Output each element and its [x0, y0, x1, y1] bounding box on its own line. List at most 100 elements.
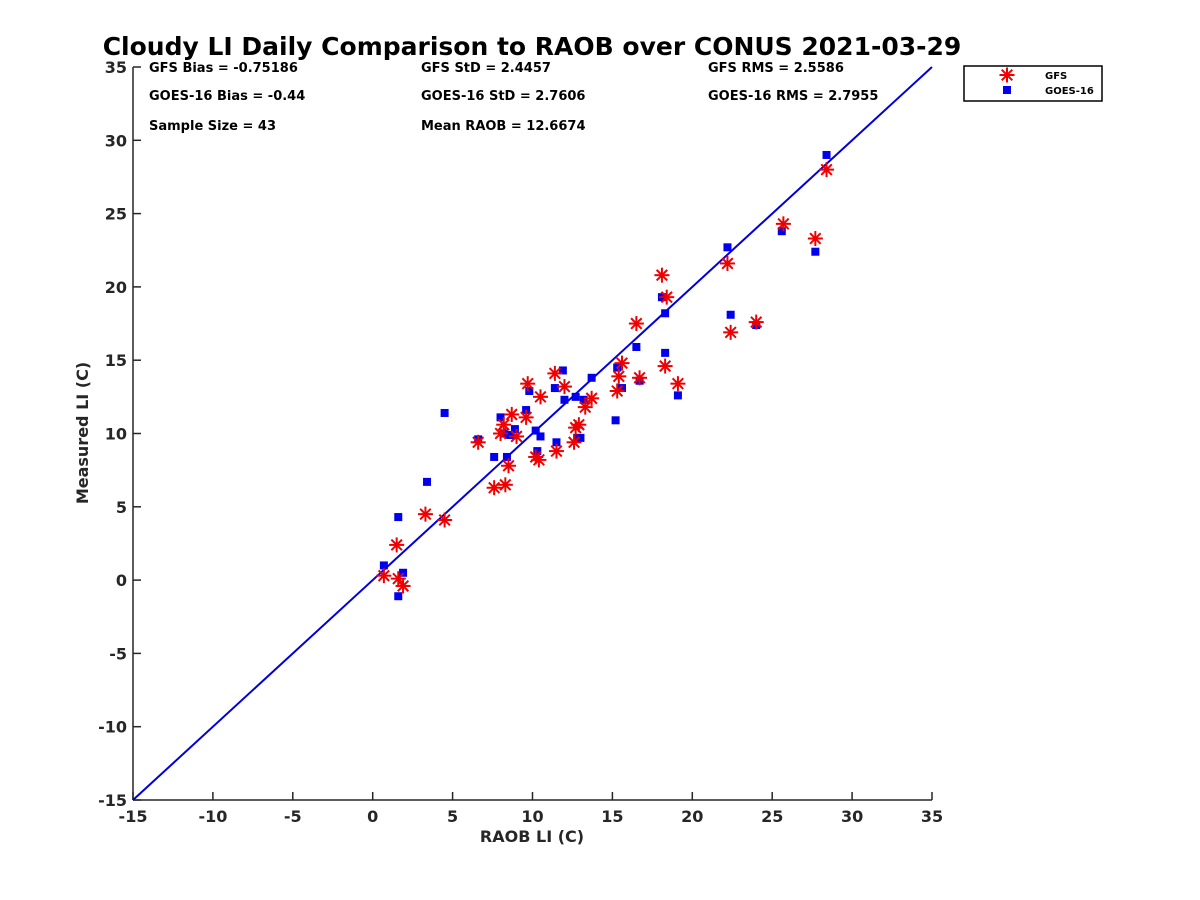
gfs-point — [417, 506, 433, 522]
goes16-point — [394, 513, 403, 522]
goes16-point — [579, 395, 588, 404]
gfs-point — [548, 443, 564, 459]
gfs-point — [632, 370, 648, 386]
goes16-point — [536, 432, 545, 441]
x-tick-label: 15 — [601, 807, 623, 826]
gfs-point — [657, 358, 673, 374]
stat-sample-size: Sample Size = 43 — [149, 119, 276, 134]
gfs-point — [614, 355, 630, 371]
stat-gfs-bias: GFS Bias = -0.75186 — [149, 61, 298, 76]
gfs-point — [556, 379, 572, 395]
axes: -15 -10 -5 0 5 10 15 20 25 30 35 -15 -10 -5 0 5 10 15 20 25… — [98, 58, 943, 826]
goes16-point — [558, 366, 567, 375]
gfs-point — [518, 409, 534, 425]
gfs-point — [437, 512, 453, 528]
goes16-point — [394, 592, 403, 601]
legend-goes16-label: GOES-16 — [1045, 86, 1094, 97]
gfs-point — [497, 477, 513, 493]
stat-mean-raob: Mean RAOB = 12.6674 — [421, 119, 586, 134]
y-tick-label: 25 — [105, 205, 127, 224]
goes16-point — [506, 430, 515, 439]
gfs-point — [609, 383, 625, 399]
stat-goes-std: GOES-16 StD = 2.7606 — [421, 89, 585, 104]
y-tick-label: 30 — [105, 131, 127, 150]
goes16-point — [822, 150, 831, 159]
legend-gfs-marker — [999, 67, 1015, 83]
goes16-point — [723, 243, 732, 252]
gfs-point — [547, 365, 563, 381]
gfs-point — [584, 390, 600, 406]
gfs-point — [470, 434, 486, 450]
x-tick-label: 10 — [521, 807, 543, 826]
gfs-point — [566, 434, 582, 450]
x-tick-label: -10 — [198, 807, 227, 826]
goes16-point — [490, 452, 499, 461]
stat-gfs-rms: GFS RMS = 2.5586 — [708, 61, 844, 76]
gfs-point — [571, 417, 587, 433]
y-tick-label: 15 — [105, 351, 127, 370]
gfs-point — [659, 289, 675, 305]
gfs-point — [531, 452, 547, 468]
goes16-point — [399, 568, 408, 577]
gfs-point — [670, 376, 686, 392]
goes16-point — [560, 395, 569, 404]
goes16-point — [552, 438, 561, 447]
goes16-point — [587, 373, 596, 382]
goes16-point — [440, 408, 449, 417]
legend-gfs-label: GFS — [1045, 71, 1067, 82]
y-tick-label: -10 — [98, 718, 127, 737]
y-tick-label: 35 — [105, 58, 127, 77]
x-tick-label: 25 — [761, 807, 783, 826]
goes16-point — [673, 391, 682, 400]
gfs-point — [496, 417, 512, 433]
gfs-point — [501, 458, 517, 474]
gfs-point — [654, 267, 670, 283]
gfs-point — [723, 324, 739, 340]
stat-gfs-std: GFS StD = 2.4457 — [421, 61, 551, 76]
goes16-point — [531, 426, 540, 435]
goes16-point — [379, 561, 388, 570]
stat-goes-rms: GOES-16 RMS = 2.7955 — [708, 89, 878, 104]
gfs-point — [520, 376, 536, 392]
y-tick-label: 20 — [105, 278, 127, 297]
x-tick-label: 20 — [681, 807, 703, 826]
stat-goes-bias: GOES-16 Bias = -0.44 — [149, 89, 305, 104]
goes16-point — [726, 310, 735, 319]
y-tick-label: -15 — [98, 791, 127, 810]
x-tick-label: 35 — [921, 807, 943, 826]
gfs-point — [509, 428, 525, 444]
gfs-point — [532, 389, 548, 405]
gfs-point — [577, 399, 593, 415]
legend: GFS GOES-16 — [963, 65, 1103, 102]
x-tick-label: 0 — [367, 807, 378, 826]
gfs-point — [486, 480, 502, 496]
goes16-point — [423, 477, 432, 486]
gfs-point — [748, 314, 764, 330]
x-tick-label: 30 — [841, 807, 863, 826]
goes16-point — [571, 392, 580, 401]
x-tick-label: 5 — [447, 807, 458, 826]
goes16-point — [661, 309, 670, 318]
gfs-point — [819, 162, 835, 178]
goes16-point — [661, 348, 670, 357]
y-tick-label: 10 — [105, 425, 127, 444]
gfs-point — [775, 216, 791, 232]
x-tick-label: -5 — [284, 807, 302, 826]
goes16-point — [611, 416, 620, 425]
goes16-point — [617, 384, 626, 393]
goes16-point — [632, 343, 641, 352]
y-tick-label: 5 — [116, 498, 127, 517]
gfs-point — [395, 578, 411, 594]
goes16-point — [777, 227, 786, 236]
legend-goes16-marker — [1003, 86, 1011, 94]
goes16-point — [525, 386, 534, 395]
gfs-point — [611, 368, 627, 384]
gfs-point — [389, 537, 405, 553]
x-tick-label: -15 — [119, 807, 148, 826]
data-marks — [376, 150, 835, 601]
legend-gfs-asterisk — [999, 67, 1015, 83]
goes16-point — [496, 413, 505, 422]
gfs-point — [504, 406, 520, 422]
goes16-point — [510, 425, 519, 434]
